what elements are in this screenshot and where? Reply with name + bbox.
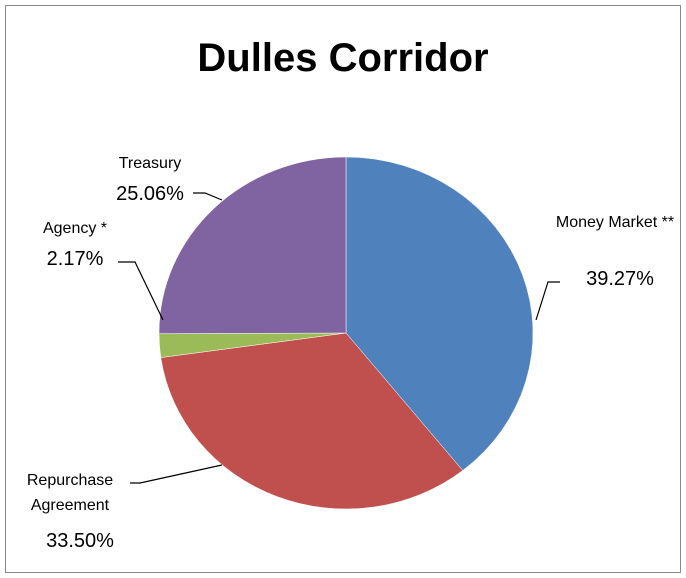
value-label: 39.27% [586, 268, 654, 290]
slice-label: Treasury [118, 155, 182, 172]
chart-title: Dulles Corridor [197, 36, 489, 80]
pie-slice [345, 156, 534, 471]
pie-slice [158, 156, 347, 334]
slice-label: Repurchase Agreement [26, 472, 114, 514]
value-label: 33.50% [46, 530, 114, 552]
value-label: 2.17% [46, 248, 104, 270]
slice-label: Money Market ** [555, 214, 675, 231]
leader-lines [118, 192, 560, 484]
pie-slice [160, 332, 464, 510]
slice-label: Agency * [42, 220, 108, 237]
value-label: 25.06% [116, 183, 184, 205]
